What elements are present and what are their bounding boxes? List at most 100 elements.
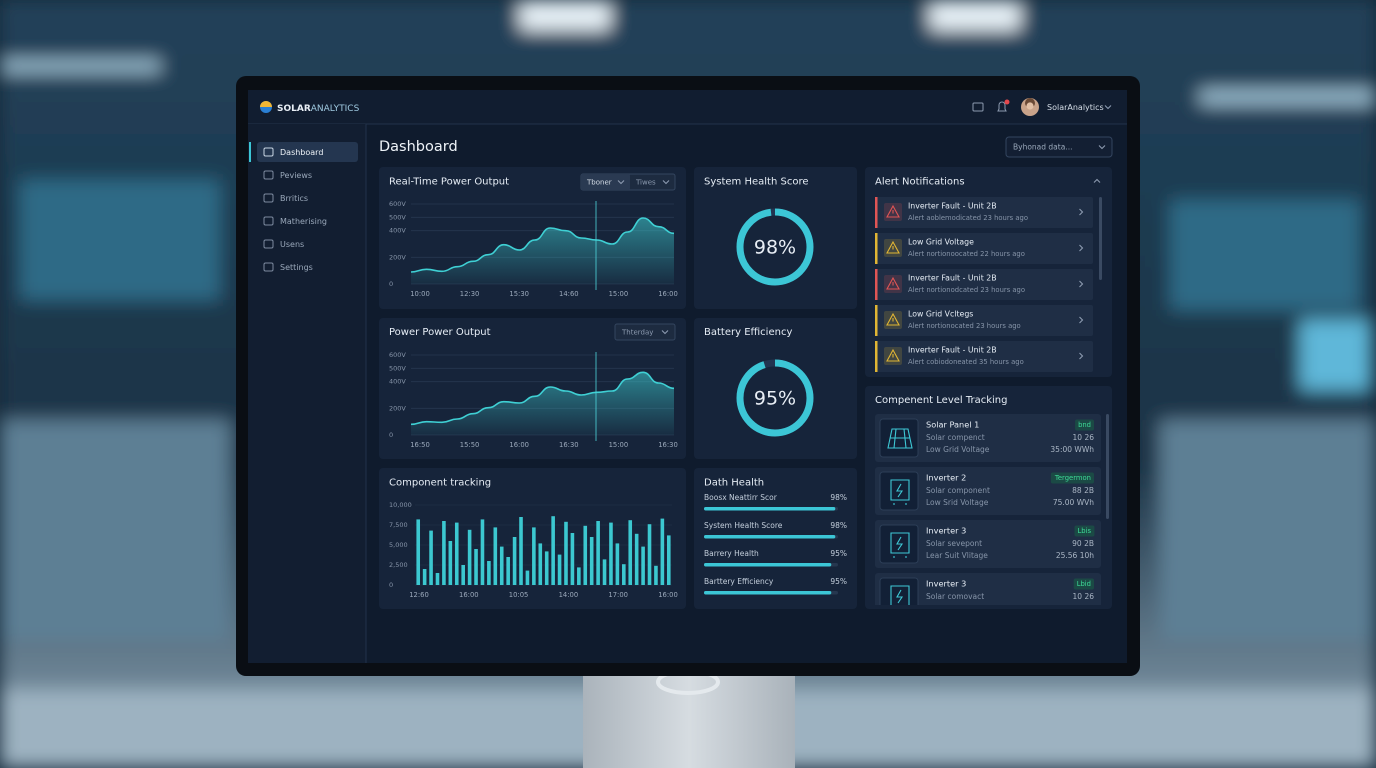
metric-value: 98% <box>830 521 847 530</box>
x-tick-label: 15:00 <box>609 441 629 449</box>
tab[interactable]: Tboner <box>586 179 612 187</box>
metric-value: 98% <box>830 493 847 502</box>
panel-title: Real-Time Power Output <box>389 177 509 188</box>
nav-item[interactable]: Peviews <box>280 171 312 180</box>
date-select[interactable] <box>1005 136 1113 158</box>
bar <box>666 535 671 585</box>
scrollbar <box>1099 197 1102 280</box>
ceiling-light <box>930 0 1020 30</box>
bar <box>622 564 626 585</box>
card-status: bnd <box>1078 421 1091 429</box>
metric-value: 95% <box>830 577 847 586</box>
progress-bar <box>704 507 836 511</box>
window <box>1170 200 1360 310</box>
user-name[interactable]: SolarAnalytics <box>1047 103 1104 112</box>
chevron <box>1079 244 1084 252</box>
line <box>410 371 675 426</box>
x-tick-label: 16:00 <box>658 290 678 298</box>
card-value: 10 26 <box>1073 592 1095 601</box>
x-tick-label: 10:05 <box>509 591 529 599</box>
nav-item[interactable]: Usens <box>280 240 304 249</box>
card-name: Inverter 3 <box>926 526 966 536</box>
brand[interactable]: SOLARANALYTICS <box>277 104 360 114</box>
bar <box>422 569 427 585</box>
card-value: 90 2B <box>1072 539 1094 548</box>
panel <box>694 318 857 459</box>
alert-text: Alert cobiodoneated 35 hours ago <box>908 358 1024 366</box>
alert-bg <box>875 305 1093 336</box>
ceiling-light <box>0 60 160 72</box>
alert-item[interactable]: Inverter Fault - Unit 2B Alert aoblemodic… <box>875 197 1093 228</box>
component-card[interactable]: Solar Panel 1 bnd Solar compenct 10 26 Low G… <box>875 414 1101 462</box>
tab[interactable]: Tiwes <box>635 179 656 187</box>
bar <box>499 546 504 585</box>
nav-item[interactable]: Matherising <box>280 217 327 226</box>
card-bg <box>875 573 1101 605</box>
card-value: 25.56 10h <box>1056 551 1094 560</box>
nav-item[interactable]: Dashboard <box>280 148 323 157</box>
alert-text: Alert nortionoocated 22 hours ago <box>908 250 1025 258</box>
metric-value: 95% <box>830 549 847 558</box>
calendar-icon[interactable] <box>972 102 984 112</box>
bar <box>570 533 575 585</box>
card-name: Inverter 2 <box>926 473 966 483</box>
nav-icon <box>263 170 274 180</box>
alert-item[interactable]: Low Grid Voltage Alert nortionoocated 22 … <box>875 233 1093 264</box>
card-bg <box>875 467 1101 515</box>
chevron <box>1093 178 1101 183</box>
avatar-face <box>1026 102 1034 110</box>
panel-title: Battery Efficiency <box>704 327 792 338</box>
alert-text: Alert nortionodcated 23 hours ago <box>908 286 1025 294</box>
card-value: 88 2B <box>1072 486 1094 495</box>
y-tick-label: 10,000 <box>389 501 412 509</box>
component-card[interactable]: Inverter 3 Lbis Solar sevepont 90 2B Lear Su… <box>875 520 1101 568</box>
bar <box>525 570 530 585</box>
status-badge <box>1075 419 1094 431</box>
alert-item[interactable]: Inverter Fault - Unit 2B Alert nortionodc… <box>875 269 1093 300</box>
panel-title: Alert Notifications <box>875 177 965 188</box>
card-bg <box>875 520 1101 568</box>
metric-label: Barttery Efficiency <box>704 577 774 586</box>
y-tick-label: 5,000 <box>389 541 408 549</box>
nav-item[interactable]: Brritics <box>280 194 308 203</box>
date-select-label: Byhonad data... <box>1013 143 1072 152</box>
bar <box>634 533 639 585</box>
alert-icon <box>886 312 900 326</box>
status-badge <box>1074 525 1095 537</box>
component-card[interactable]: Inverter 2 Tergermon Solar component 88 2B L… <box>875 467 1101 515</box>
segment-active <box>581 174 630 190</box>
y-tick-label: 400V <box>389 227 406 235</box>
chevron <box>617 180 625 185</box>
x-tick-label: 15:30 <box>509 290 529 298</box>
alert-item[interactable]: Low Grid Vcltegs Alert nortionocated 23 h… <box>875 305 1093 336</box>
dropdown[interactable] <box>614 323 676 341</box>
solar-panel-icon <box>887 428 913 449</box>
card-status: Lbis <box>1077 527 1091 535</box>
alert-text: Alert nortionocated 23 hours ago <box>908 322 1021 330</box>
alert-item[interactable]: Inverter Fault - Unit 2B Alert cobiodonea… <box>875 341 1093 372</box>
bar <box>609 522 613 585</box>
y-tick-label: 0 <box>389 280 393 288</box>
card-label: Solar compenct <box>926 433 985 442</box>
nav-item[interactable]: Settings <box>280 263 313 272</box>
bar <box>506 557 510 585</box>
scrollbar <box>1106 414 1109 519</box>
metric-label: System Health Score <box>704 521 783 530</box>
bell-icon[interactable] <box>997 101 1007 112</box>
bar <box>493 527 498 585</box>
sidebar <box>248 124 366 663</box>
y-tick-label: 500V <box>389 213 406 221</box>
bar <box>596 521 600 585</box>
component-card[interactable]: Inverter 3 Lbid Solar comovact 10 26 <box>875 573 1101 621</box>
active-accent <box>249 142 251 162</box>
area <box>411 372 674 435</box>
card-name: Inverter 3 <box>926 579 966 589</box>
metric-label: Barrery Health <box>704 549 759 558</box>
bar <box>628 520 633 585</box>
alert-accent <box>875 197 878 228</box>
alert-accent <box>875 341 878 372</box>
alert-accent <box>875 305 878 336</box>
y-tick-label: 400V <box>389 378 406 386</box>
status-badge <box>1050 472 1094 484</box>
chevron <box>1098 145 1106 150</box>
